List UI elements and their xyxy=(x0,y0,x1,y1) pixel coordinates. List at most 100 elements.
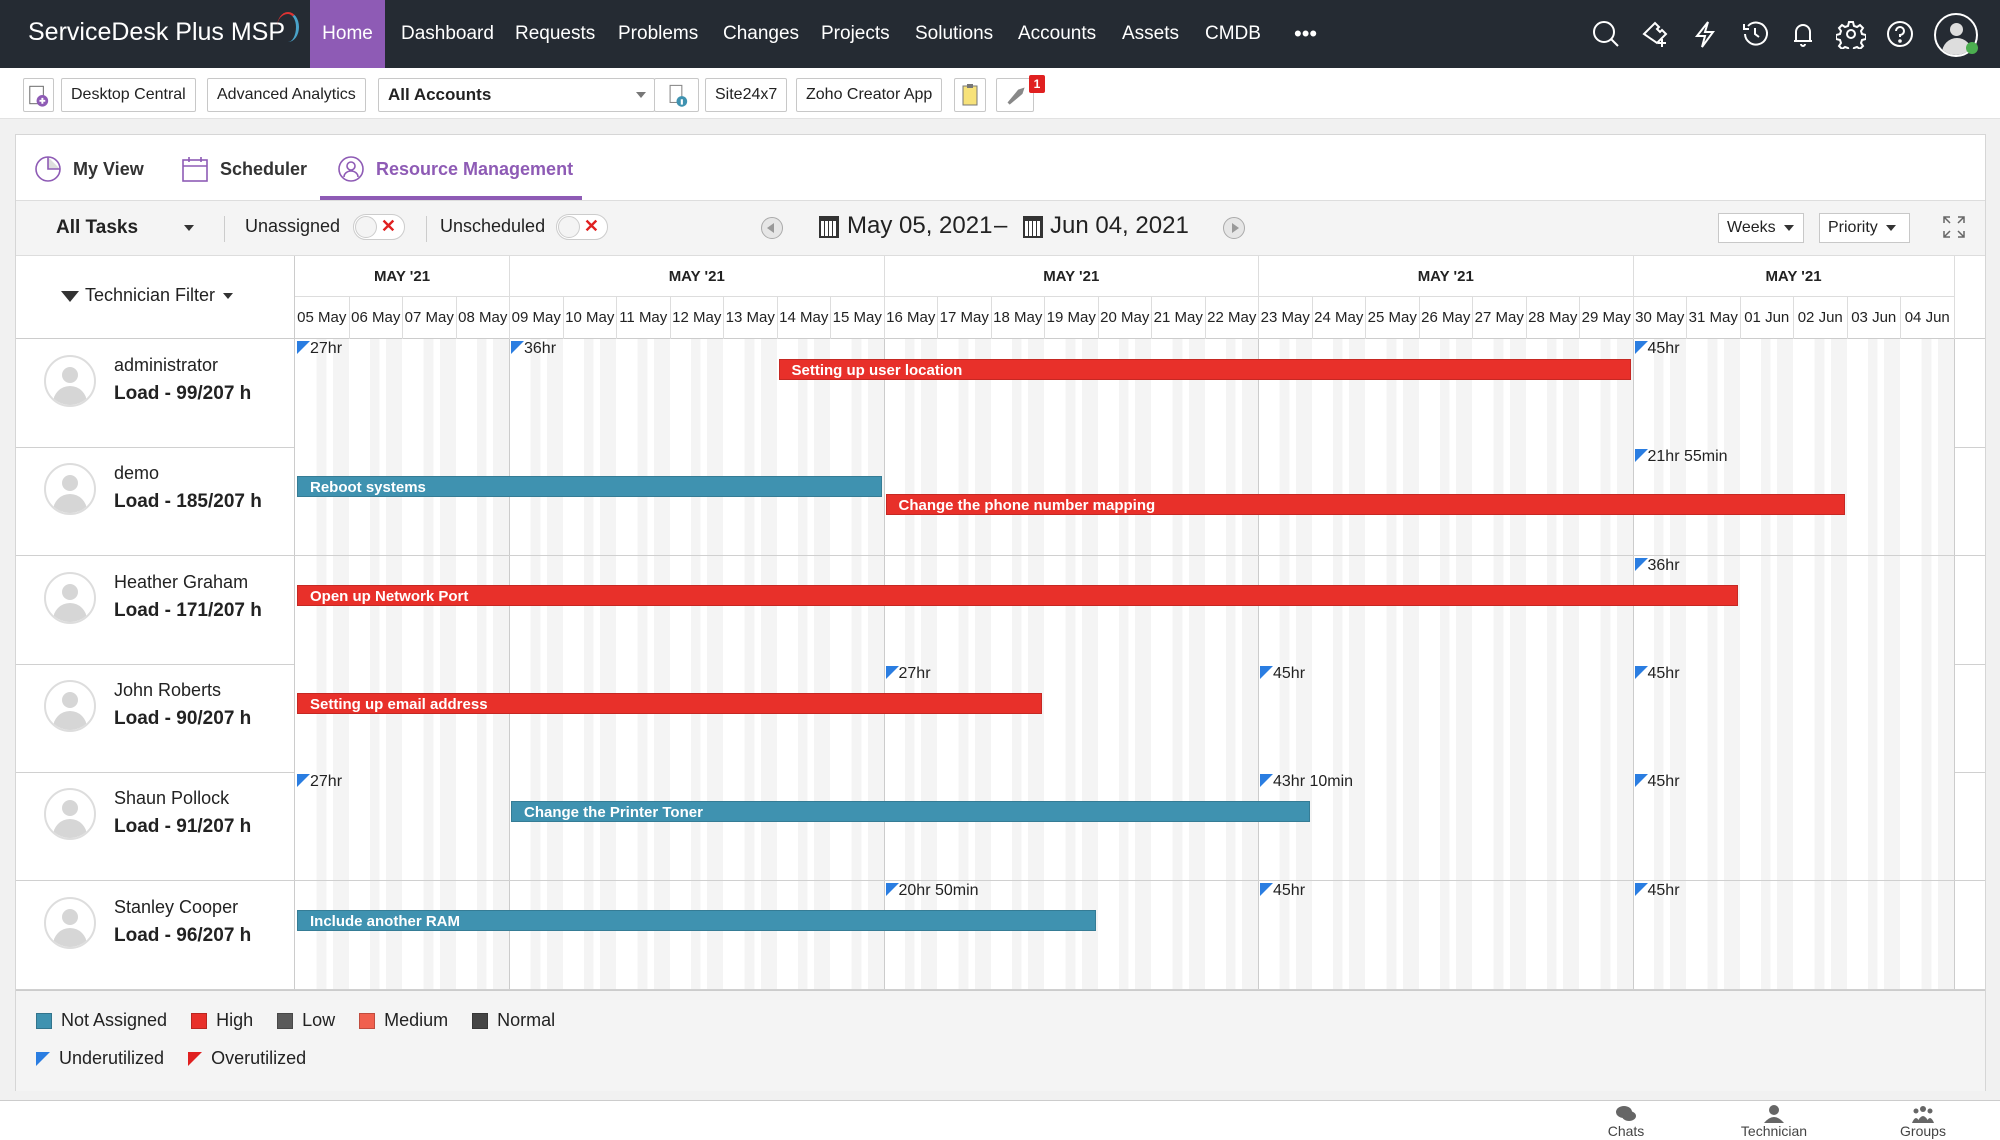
user-avatar-icon[interactable] xyxy=(1934,13,1978,57)
sort-dropdown[interactable]: Priority xyxy=(1819,213,1910,243)
nav-solutions[interactable]: Solutions xyxy=(915,23,994,44)
technician-filter-header: Technician Filter xyxy=(16,256,295,339)
bell-icon[interactable] xyxy=(1787,18,1819,50)
day-cell xyxy=(883,663,937,772)
task-bar[interactable]: Reboot systems xyxy=(297,476,882,498)
new-request-icon[interactable] xyxy=(23,78,54,112)
nav-assets[interactable]: Assets xyxy=(1122,23,1180,44)
technician-name[interactable]: Heather Graham xyxy=(114,571,249,592)
day-cell xyxy=(455,339,509,447)
rocket-icon[interactable] xyxy=(996,78,1034,112)
tab-my-view[interactable]: My View xyxy=(33,153,144,185)
technician-name[interactable]: John Roberts xyxy=(114,679,222,700)
nav-changes[interactable]: Changes xyxy=(723,23,800,44)
day-cell xyxy=(883,880,937,989)
task-filter-dropdown[interactable]: All Tasks xyxy=(56,217,195,239)
technician-name[interactable]: Stanley Cooper xyxy=(114,896,239,917)
groups-button[interactable]: Groups xyxy=(1873,1105,1973,1139)
unassigned-label: Unassigned xyxy=(245,216,341,236)
accounts-select[interactable]: All Accounts xyxy=(378,78,655,112)
history-icon[interactable] xyxy=(1739,18,1771,50)
week-divider xyxy=(1953,663,1955,772)
day-header: 15 May xyxy=(830,297,884,339)
technician-name[interactable]: demo xyxy=(114,463,160,484)
task-bar[interactable]: Setting up user location xyxy=(778,359,1631,380)
gear-icon[interactable] xyxy=(1835,18,1867,50)
day-cell xyxy=(1900,663,1954,772)
advanced-analytics-button[interactable]: Advanced Analytics xyxy=(207,78,366,112)
nav-accounts[interactable]: Accounts xyxy=(1018,23,1097,44)
calendar-icon[interactable] xyxy=(1023,216,1043,238)
account-info-icon[interactable] xyxy=(654,78,699,112)
divider xyxy=(224,216,225,242)
tab-label: Resource Management xyxy=(376,158,574,179)
task-bar[interactable]: Change the phone number mapping xyxy=(885,494,1845,516)
nav-home[interactable]: Home xyxy=(310,0,385,68)
logo[interactable]: ServiceDesk Plus MSP xyxy=(28,12,300,47)
calendar-icon[interactable] xyxy=(819,216,839,238)
day-cell xyxy=(1793,663,1847,772)
day-cell xyxy=(1365,663,1419,772)
day-cell xyxy=(937,339,991,447)
day-cell xyxy=(1151,339,1205,447)
tab-resource-management[interactable]: Resource Management xyxy=(336,153,573,185)
week-header: MAY '21 xyxy=(883,256,1258,297)
help-icon[interactable] xyxy=(1884,18,1916,50)
unscheduled-toggle[interactable]: ✕ xyxy=(556,214,608,240)
unassigned-toggle[interactable]: ✕ xyxy=(353,214,405,240)
nav-requests[interactable]: Requests xyxy=(515,23,596,44)
task-bar[interactable]: Open up Network Port xyxy=(297,584,1738,606)
avatar xyxy=(44,571,96,624)
week-divider xyxy=(883,555,885,664)
task-bar[interactable]: Setting up email address xyxy=(297,692,1042,714)
day-cell xyxy=(1525,772,1579,881)
chats-button[interactable]: Chats xyxy=(1576,1105,1676,1139)
date-from[interactable]: May 05, 2021 xyxy=(847,212,993,239)
clipboard-icon[interactable] xyxy=(954,78,986,112)
expand-icon[interactable] xyxy=(1942,215,1966,239)
underutilized-flag-icon xyxy=(885,882,899,896)
underutilized-flag-icon xyxy=(1634,882,1648,896)
nav-dashboard[interactable]: Dashboard xyxy=(401,23,494,44)
task-bar[interactable]: Change the Printer Toner xyxy=(511,801,1310,823)
tab-scheduler[interactable]: Scheduler xyxy=(180,153,307,185)
more-menu-button[interactable]: ••• xyxy=(1294,21,1318,46)
technician-load: Load - 96/207 h xyxy=(114,924,252,946)
add-ticket-icon[interactable] xyxy=(1639,18,1671,50)
day-cell xyxy=(990,339,1044,447)
desktop-central-button[interactable]: Desktop Central xyxy=(61,78,196,112)
day-header: 12 May xyxy=(669,297,724,339)
technician-filter-dropdown[interactable]: Technician Filter xyxy=(61,285,234,306)
day-cell xyxy=(348,663,402,772)
next-period-button[interactable] xyxy=(1223,217,1245,239)
underutilized-flag-icon xyxy=(1260,665,1273,679)
zoho-creator-app-button[interactable]: Zoho Creator App xyxy=(796,78,943,112)
technician-info: John Roberts Load - 90/207 h xyxy=(16,663,295,772)
technician-row: Stanley Cooper Load - 96/207 h 20hr 50min… xyxy=(16,880,1985,990)
view-dropdown[interactable]: Weeks xyxy=(1718,213,1804,243)
day-cell xyxy=(1632,339,1686,447)
day-cell xyxy=(1311,880,1365,989)
technician-name[interactable]: Shaun Pollock xyxy=(114,788,230,809)
nav-projects[interactable]: Projects xyxy=(821,23,890,44)
technician-button[interactable]: Technician xyxy=(1724,1105,1824,1139)
day-cell xyxy=(562,447,616,556)
task-bar[interactable]: Include another RAM xyxy=(297,909,1096,931)
utilization-marker: 21hr 55min xyxy=(1634,449,1728,465)
day-cell xyxy=(1793,772,1847,881)
legend-label: Overutilized xyxy=(211,1048,307,1068)
day-cell xyxy=(1418,880,1472,989)
previous-period-button[interactable] xyxy=(761,217,783,239)
technician-info: Shaun Pollock Load - 91/207 h xyxy=(16,772,295,881)
lightning-icon[interactable] xyxy=(1689,18,1721,50)
day-cell xyxy=(348,339,402,447)
nav-cmdb[interactable]: CMDB xyxy=(1205,23,1261,44)
technician-name[interactable]: administrator xyxy=(114,355,219,375)
week-divider xyxy=(1953,880,1955,989)
nav-problems[interactable]: Problems xyxy=(618,23,699,44)
date-to[interactable]: Jun 04, 2021 xyxy=(1050,212,1189,239)
search-icon[interactable] xyxy=(1590,18,1622,50)
site24x7-button[interactable]: Site24x7 xyxy=(705,78,788,112)
calendar-icon xyxy=(182,157,208,182)
day-cell xyxy=(937,772,991,881)
